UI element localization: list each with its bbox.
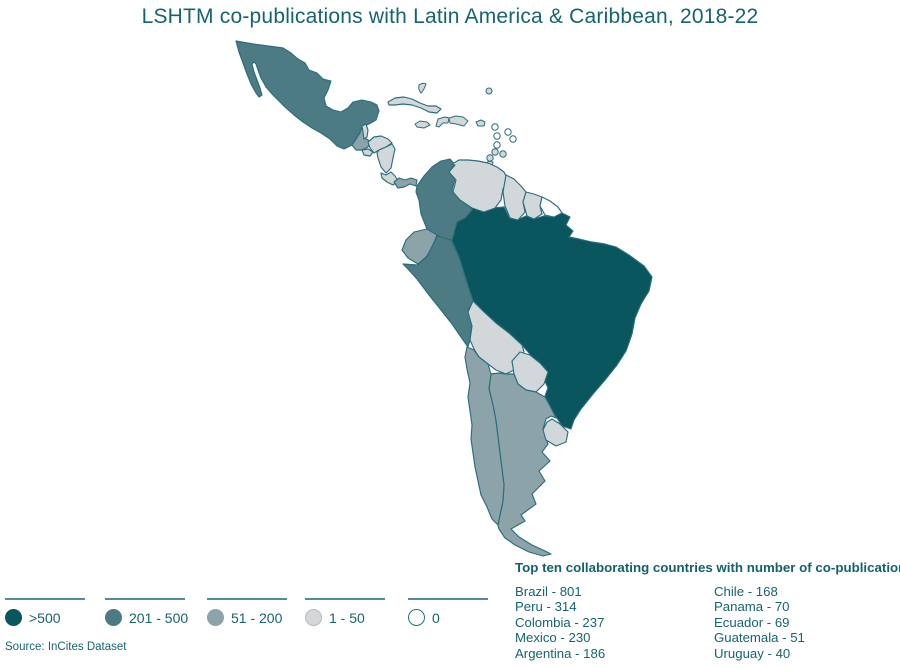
legend-item-51-200: 51 - 200 (207, 598, 287, 626)
country-el-salvador (361, 148, 374, 157)
legend-label: 1 - 50 (329, 609, 365, 626)
island-antilles-5 (493, 141, 501, 149)
legend-item-0: 0 (408, 598, 488, 626)
country-bolivia (467, 300, 525, 375)
island-antilles-8 (499, 150, 507, 158)
list-item: Guatemala - 51 (714, 630, 805, 646)
legend-divider (207, 598, 287, 600)
list-item: Colombia - 237 (515, 614, 605, 630)
country-suriname (522, 191, 543, 220)
legend-swatch-0 (408, 609, 425, 626)
legend-label: 0 (432, 609, 440, 626)
country-uruguay (542, 418, 569, 447)
list-item: Uruguay - 40 (714, 645, 791, 661)
country-nicaragua (376, 143, 396, 174)
legend-divider (105, 598, 185, 600)
list-item: Mexico - 230 (515, 630, 591, 646)
legend-item-over-500: >500 (5, 598, 85, 626)
country-jamaica (414, 120, 431, 129)
island-antilles-7 (486, 154, 494, 162)
list-item: Ecuador - 69 (714, 614, 790, 630)
country-haiti (435, 116, 450, 128)
list-item: Chile - 168 (714, 584, 778, 599)
list-item: Panama - 70 (714, 599, 790, 615)
legend-label: >500 (29, 609, 61, 626)
country-venezuela (448, 159, 509, 213)
legend-divider (5, 598, 85, 600)
chart-title: LSHTM co-publications with Latin America… (141, 5, 759, 28)
list-item: Peru - 314 (515, 599, 577, 615)
island-antilles-1 (491, 123, 499, 131)
country-mexico (235, 40, 380, 150)
country-cuba (387, 96, 442, 114)
country-dominican-republic (448, 115, 469, 127)
source-note: Source: InCites Dataset (5, 641, 127, 653)
legend-label: 51 - 200 (231, 609, 283, 626)
country-puerto-rico (475, 119, 486, 127)
legend-item-1-50: 1 - 50 (305, 598, 385, 626)
legend-divider (305, 598, 385, 600)
legend-swatch-over-500 (5, 609, 22, 626)
island-antilles-2 (493, 132, 501, 140)
legend-swatch-51-200 (207, 609, 224, 626)
island-turks-caicos (485, 87, 493, 95)
island-bahamas (418, 82, 427, 94)
legend-label: 201 - 500 (129, 609, 189, 626)
top-ten-column-2: Chile - 168 Panama - 70 Ecuador - 69 Gua… (714, 584, 805, 661)
legend-item-201-500: 201 - 500 (105, 598, 189, 626)
country-panama (393, 177, 418, 189)
top-ten-column-1: Brazil - 801 Peru - 314 Colombia - 237 M… (515, 584, 714, 661)
country-guyana (502, 174, 527, 221)
legend-swatch-1-50 (305, 609, 322, 626)
legend-swatch-201-500 (105, 609, 122, 626)
island-antilles-3 (504, 128, 512, 136)
country-chile (464, 346, 505, 526)
list-item: Brazil - 801 (515, 584, 582, 599)
legend-divider (408, 598, 488, 600)
country-belize (361, 123, 369, 140)
country-french-guiana (539, 196, 563, 218)
island-antilles-4 (509, 135, 517, 143)
top-ten-title: Top ten collaborating countries with num… (515, 560, 900, 575)
island-antilles-6 (491, 148, 499, 156)
list-item: Argentina - 186 (515, 645, 606, 661)
top-ten-list: Top ten collaborating countries with num… (515, 560, 900, 661)
